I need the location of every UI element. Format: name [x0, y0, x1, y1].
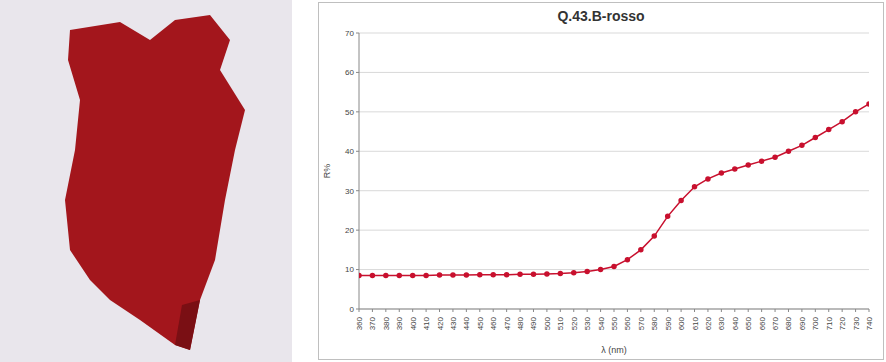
svg-text:40: 40: [345, 147, 354, 156]
svg-text:450: 450: [476, 316, 485, 330]
svg-text:590: 590: [664, 316, 673, 330]
svg-text:460: 460: [489, 316, 498, 330]
svg-text:600: 600: [677, 316, 686, 330]
html-text:Q.43.B-rosso: Q.43.B-rosso: [557, 8, 645, 24]
svg-text:360: 360: [355, 316, 364, 330]
svg-text:720: 720: [838, 316, 847, 330]
svg-text:390: 390: [395, 316, 404, 330]
svg-text:440: 440: [462, 316, 471, 330]
svg-text:30: 30: [345, 187, 354, 196]
svg-text:640: 640: [731, 316, 740, 330]
svg-text:420: 420: [436, 316, 445, 330]
svg-text:610: 610: [691, 316, 700, 330]
svg-text:580: 580: [650, 316, 659, 330]
svg-text:R%: R%: [322, 164, 332, 179]
svg-text:530: 530: [583, 316, 592, 330]
svg-text:660: 660: [758, 316, 767, 330]
svg-text:370: 370: [368, 316, 377, 330]
svg-text:700: 700: [811, 316, 820, 330]
svg-text:570: 570: [637, 316, 646, 330]
svg-text:690: 690: [798, 316, 807, 330]
svg-text:710: 710: [825, 316, 834, 330]
svg-text:λ (nm): λ (nm): [601, 345, 627, 355]
svg-text:730: 730: [852, 316, 861, 330]
svg-text:50: 50: [345, 108, 354, 117]
svg-text:480: 480: [516, 316, 525, 330]
svg-text:740: 740: [865, 316, 874, 330]
svg-text:650: 650: [744, 316, 753, 330]
svg-text:680: 680: [784, 316, 793, 330]
svg-text:670: 670: [771, 316, 780, 330]
svg-text:430: 430: [449, 316, 458, 330]
svg-text:410: 410: [422, 316, 431, 330]
svg-text:20: 20: [345, 226, 354, 235]
svg-text:10: 10: [345, 265, 354, 274]
svg-text:400: 400: [409, 316, 418, 330]
svg-text:630: 630: [717, 316, 726, 330]
svg-text:490: 490: [529, 316, 538, 330]
svg-text:380: 380: [382, 316, 391, 330]
svg-text:540: 540: [597, 316, 606, 330]
svg-text:470: 470: [503, 316, 512, 330]
svg-text:0: 0: [350, 305, 355, 314]
svg-text:520: 520: [570, 316, 579, 330]
svg-text:550: 550: [610, 316, 619, 330]
svg-text:560: 560: [623, 316, 632, 330]
svg-text:60: 60: [345, 68, 354, 77]
svg-text:620: 620: [704, 316, 713, 330]
svg-text:510: 510: [556, 316, 565, 330]
svg-text:500: 500: [543, 316, 552, 330]
svg-text:70: 70: [345, 29, 354, 38]
